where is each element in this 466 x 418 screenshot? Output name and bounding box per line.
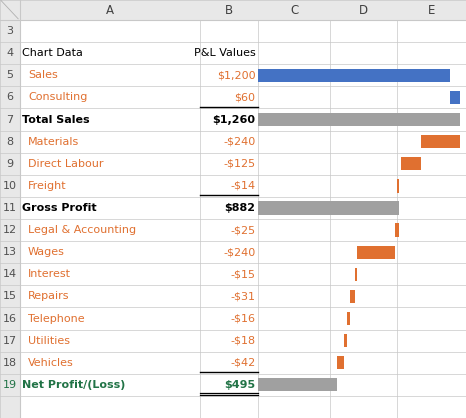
Text: Gross Profit: Gross Profit	[22, 203, 96, 213]
Bar	[395, 224, 399, 237]
Bar	[0, 0, 466, 20]
Text: 4: 4	[6, 48, 14, 58]
Text: -$31: -$31	[231, 291, 256, 301]
Text: Consulting: Consulting	[28, 92, 87, 102]
Text: B: B	[226, 3, 233, 17]
Text: 18: 18	[3, 358, 17, 368]
Text: Telephone: Telephone	[28, 314, 85, 324]
Text: E: E	[428, 3, 435, 17]
Bar	[259, 378, 337, 392]
Text: 10: 10	[3, 181, 17, 191]
Bar	[421, 135, 459, 148]
Text: 9: 9	[6, 159, 14, 169]
Text: 16: 16	[3, 314, 17, 324]
Bar	[0, 0, 20, 20]
Text: -$125: -$125	[224, 159, 256, 169]
Bar	[350, 290, 355, 303]
Bar	[337, 356, 344, 370]
Text: 19: 19	[3, 380, 17, 390]
Text: Direct Labour: Direct Labour	[28, 159, 103, 169]
Text: P&L Values: P&L Values	[194, 48, 256, 58]
Text: C: C	[290, 3, 298, 17]
Text: Chart Data: Chart Data	[22, 48, 83, 58]
Text: $495: $495	[225, 380, 256, 390]
Text: -$42: -$42	[230, 358, 256, 368]
Text: D: D	[359, 3, 368, 17]
Text: Interest: Interest	[28, 269, 71, 279]
Text: 11: 11	[3, 203, 17, 213]
Text: 15: 15	[3, 291, 17, 301]
Text: Materials: Materials	[28, 137, 79, 147]
Text: 8: 8	[6, 137, 14, 147]
Text: -$25: -$25	[231, 225, 256, 235]
Bar	[397, 179, 399, 193]
Bar	[347, 312, 350, 325]
Text: $1,260: $1,260	[212, 115, 256, 125]
Text: $1,200: $1,200	[217, 70, 256, 80]
Text: -$15: -$15	[231, 269, 256, 279]
Text: Utilities: Utilities	[28, 336, 70, 346]
Text: Total Sales: Total Sales	[22, 115, 89, 125]
Text: -$18: -$18	[231, 336, 256, 346]
Bar	[355, 268, 357, 281]
Text: Vehicles: Vehicles	[28, 358, 74, 368]
Bar	[259, 69, 450, 82]
Text: 7: 7	[6, 115, 14, 125]
Text: 17: 17	[3, 336, 17, 346]
Text: -$14: -$14	[231, 181, 256, 191]
Bar	[259, 113, 459, 126]
Text: Repairs: Repairs	[28, 291, 69, 301]
Text: -$240: -$240	[223, 247, 256, 257]
Text: 14: 14	[3, 269, 17, 279]
Text: $882: $882	[225, 203, 256, 213]
Text: Sales: Sales	[28, 70, 58, 80]
Bar	[0, 20, 20, 418]
Bar	[259, 201, 399, 214]
Bar	[401, 157, 421, 171]
Text: 12: 12	[3, 225, 17, 235]
Text: $60: $60	[234, 92, 256, 102]
Bar	[344, 334, 347, 347]
Text: 13: 13	[3, 247, 17, 257]
Text: -$16: -$16	[231, 314, 256, 324]
Text: Wages: Wages	[28, 247, 65, 257]
Text: Net Profit/(Loss): Net Profit/(Loss)	[22, 380, 125, 390]
Text: -$240: -$240	[223, 137, 256, 147]
Text: 5: 5	[6, 70, 14, 80]
Bar	[357, 245, 395, 259]
Text: 6: 6	[6, 92, 14, 102]
Text: A: A	[106, 3, 114, 17]
Bar	[450, 91, 459, 104]
Text: 3: 3	[6, 26, 14, 36]
Text: Freight: Freight	[28, 181, 67, 191]
Text: Legal & Accounting: Legal & Accounting	[28, 225, 136, 235]
